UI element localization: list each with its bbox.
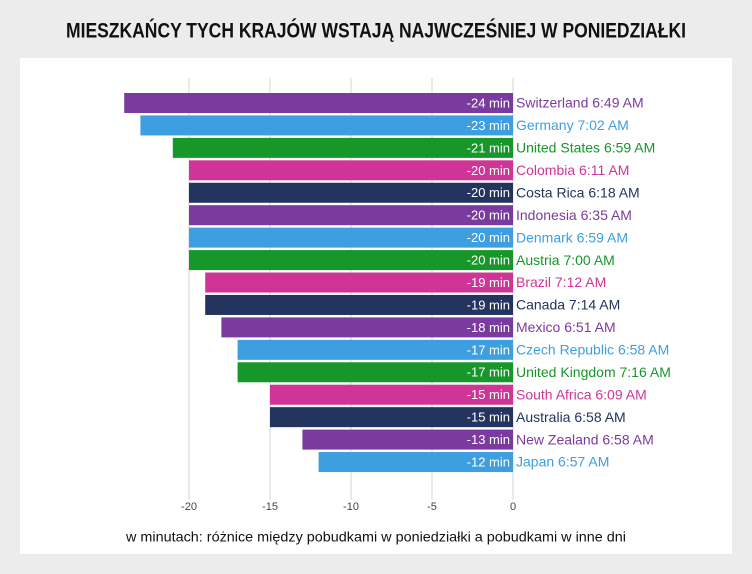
bar (318, 452, 513, 473)
bar (205, 294, 513, 315)
bar (189, 182, 513, 203)
chart-title: MIESZKAŃCY TYCH KRAJÓW WSTAJĄ NAJWCZEŚNI… (66, 19, 686, 43)
category-label: South Africa 6:09 AM (516, 386, 647, 402)
value-label: -17 min (467, 365, 510, 380)
category-label: Indonesia 6:35 AM (516, 207, 632, 223)
x-tick-label: 0 (510, 501, 516, 513)
category-label: Germany 7:02 AM (516, 117, 629, 133)
category-label: United States 6:59 AM (516, 140, 655, 156)
bar (189, 227, 513, 248)
value-label: -13 min (467, 432, 510, 447)
bar (172, 137, 514, 158)
bar (140, 115, 513, 136)
category-label: New Zealand 6:58 AM (516, 431, 654, 447)
value-label: -20 min (467, 185, 510, 200)
category-label: Czech Republic 6:58 AM (516, 342, 669, 358)
value-label: -12 min (467, 454, 510, 469)
bar (270, 384, 513, 405)
category-label: Costa Rica 6:18 AM (516, 184, 640, 200)
bar (205, 272, 513, 293)
value-label: -20 min (467, 163, 510, 178)
value-label: -15 min (467, 410, 510, 425)
value-label: -19 min (467, 297, 510, 312)
value-label: -23 min (467, 118, 510, 133)
category-label: Brazil 7:12 AM (516, 274, 606, 290)
category-label: Canada 7:14 AM (516, 297, 620, 313)
category-label: Austria 7:00 AM (516, 252, 615, 268)
value-label: -20 min (467, 208, 510, 223)
category-label: Mexico 6:51 AM (516, 319, 616, 335)
x-tick-label: -10 (343, 501, 359, 513)
x-tick-label: -20 (181, 501, 197, 513)
x-tick-label: -15 (262, 501, 278, 513)
value-label: -17 min (467, 342, 510, 357)
value-label: -20 min (467, 230, 510, 245)
category-label: Denmark 6:59 AM (516, 229, 628, 245)
bar (189, 250, 513, 271)
bar (237, 339, 513, 360)
category-label: United Kingdom 7:16 AM (516, 364, 671, 380)
x-axis-label: w minutach: różnice między pobudkami w p… (125, 529, 626, 545)
bar (237, 362, 513, 383)
bar (189, 205, 513, 226)
bar (221, 317, 513, 338)
bar (124, 93, 513, 113)
bar (270, 407, 513, 428)
value-label: -19 min (467, 275, 510, 290)
value-label: -20 min (467, 253, 510, 268)
category-label: Colombia 6:11 AM (516, 162, 629, 178)
bar (302, 429, 513, 450)
value-label: -24 min (467, 95, 510, 110)
category-label: Australia 6:58 AM (516, 409, 626, 425)
value-label: -18 min (467, 320, 510, 335)
bar (189, 160, 513, 181)
category-label: Japan 6:57 AM (516, 454, 609, 470)
category-label: Switzerland 6:49 AM (516, 95, 644, 111)
value-label: -15 min (467, 387, 510, 402)
value-label: -21 min (467, 140, 510, 155)
x-tick-label: -5 (427, 501, 437, 513)
